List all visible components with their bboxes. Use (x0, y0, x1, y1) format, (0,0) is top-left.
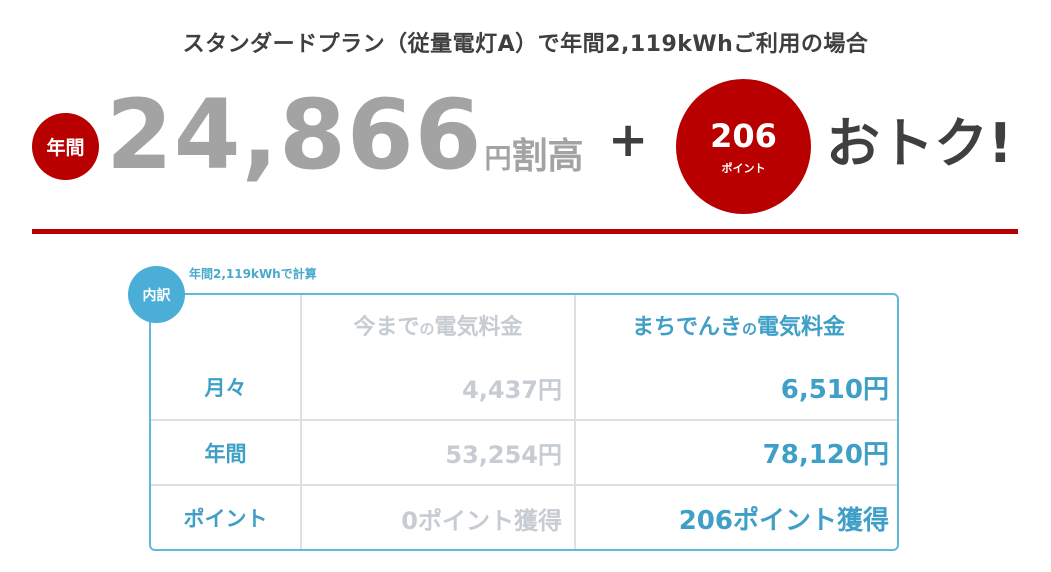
price-difference-label: 割高 (511, 136, 584, 177)
header-current-bill-b: の (419, 320, 435, 338)
comparison-table: 今までの電気料金 まちでんきの電気料金 月々 4,437円 6,510円 年間 … (149, 293, 899, 551)
points-value: 206 (710, 116, 777, 155)
savings-label: おトク! (826, 112, 1013, 175)
breakdown-badge: 内訳 (128, 266, 185, 323)
row-label-annual: 年間 (151, 419, 302, 486)
current-monthly-value: 4,437円 (300, 355, 576, 421)
header-machidenki-bill-b: の (741, 320, 757, 338)
table-row: 年間 53,254円 78,120円 (151, 419, 897, 486)
table-row: ポイント 0ポイント獲得 206ポイント獲得 (151, 484, 897, 549)
row-label-points: ポイント (151, 484, 302, 549)
row-label-monthly: 月々 (151, 355, 302, 421)
header-current-bill-a: 今まで (353, 315, 420, 340)
price-difference-amount: 24,866 (106, 79, 483, 191)
header-current-bill-c: 電気料金 (434, 315, 523, 340)
table-header-row: 今までの電気料金 まちでんきの電気料金 (151, 295, 897, 355)
header-machidenki-bill-c: 電気料金 (757, 315, 846, 340)
machidenki-monthly-value: 6,510円 (574, 355, 897, 421)
divider (32, 229, 1018, 234)
page-title: スタンダードプラン（従量電灯A）で年間2,119kWhご利用の場合 (182, 32, 869, 57)
machidenki-annual-value: 78,120円 (574, 419, 897, 486)
points-badge: 206 ポイント (676, 79, 811, 214)
current-points-value: 0ポイント獲得 (300, 484, 576, 549)
header-current-bill: 今までの電気料金 (300, 295, 576, 355)
header-machidenki-bill: まちでんきの電気料金 (574, 295, 897, 355)
machidenki-points-value: 206ポイント獲得 (574, 484, 897, 549)
header-machidenki-bill-a: まちでんき (631, 315, 742, 340)
price-difference: 24,866 円 割高 (106, 80, 583, 190)
currency-unit: 円 (484, 144, 512, 175)
current-annual-value: 53,254円 (300, 419, 576, 486)
year-badge: 年間 (32, 113, 99, 180)
points-unit: ポイント (721, 161, 766, 175)
plus-sign: + (608, 112, 649, 168)
calculation-note: 年間2,119kWhで計算 (189, 267, 317, 281)
table-row: 月々 4,437円 6,510円 (151, 355, 897, 421)
